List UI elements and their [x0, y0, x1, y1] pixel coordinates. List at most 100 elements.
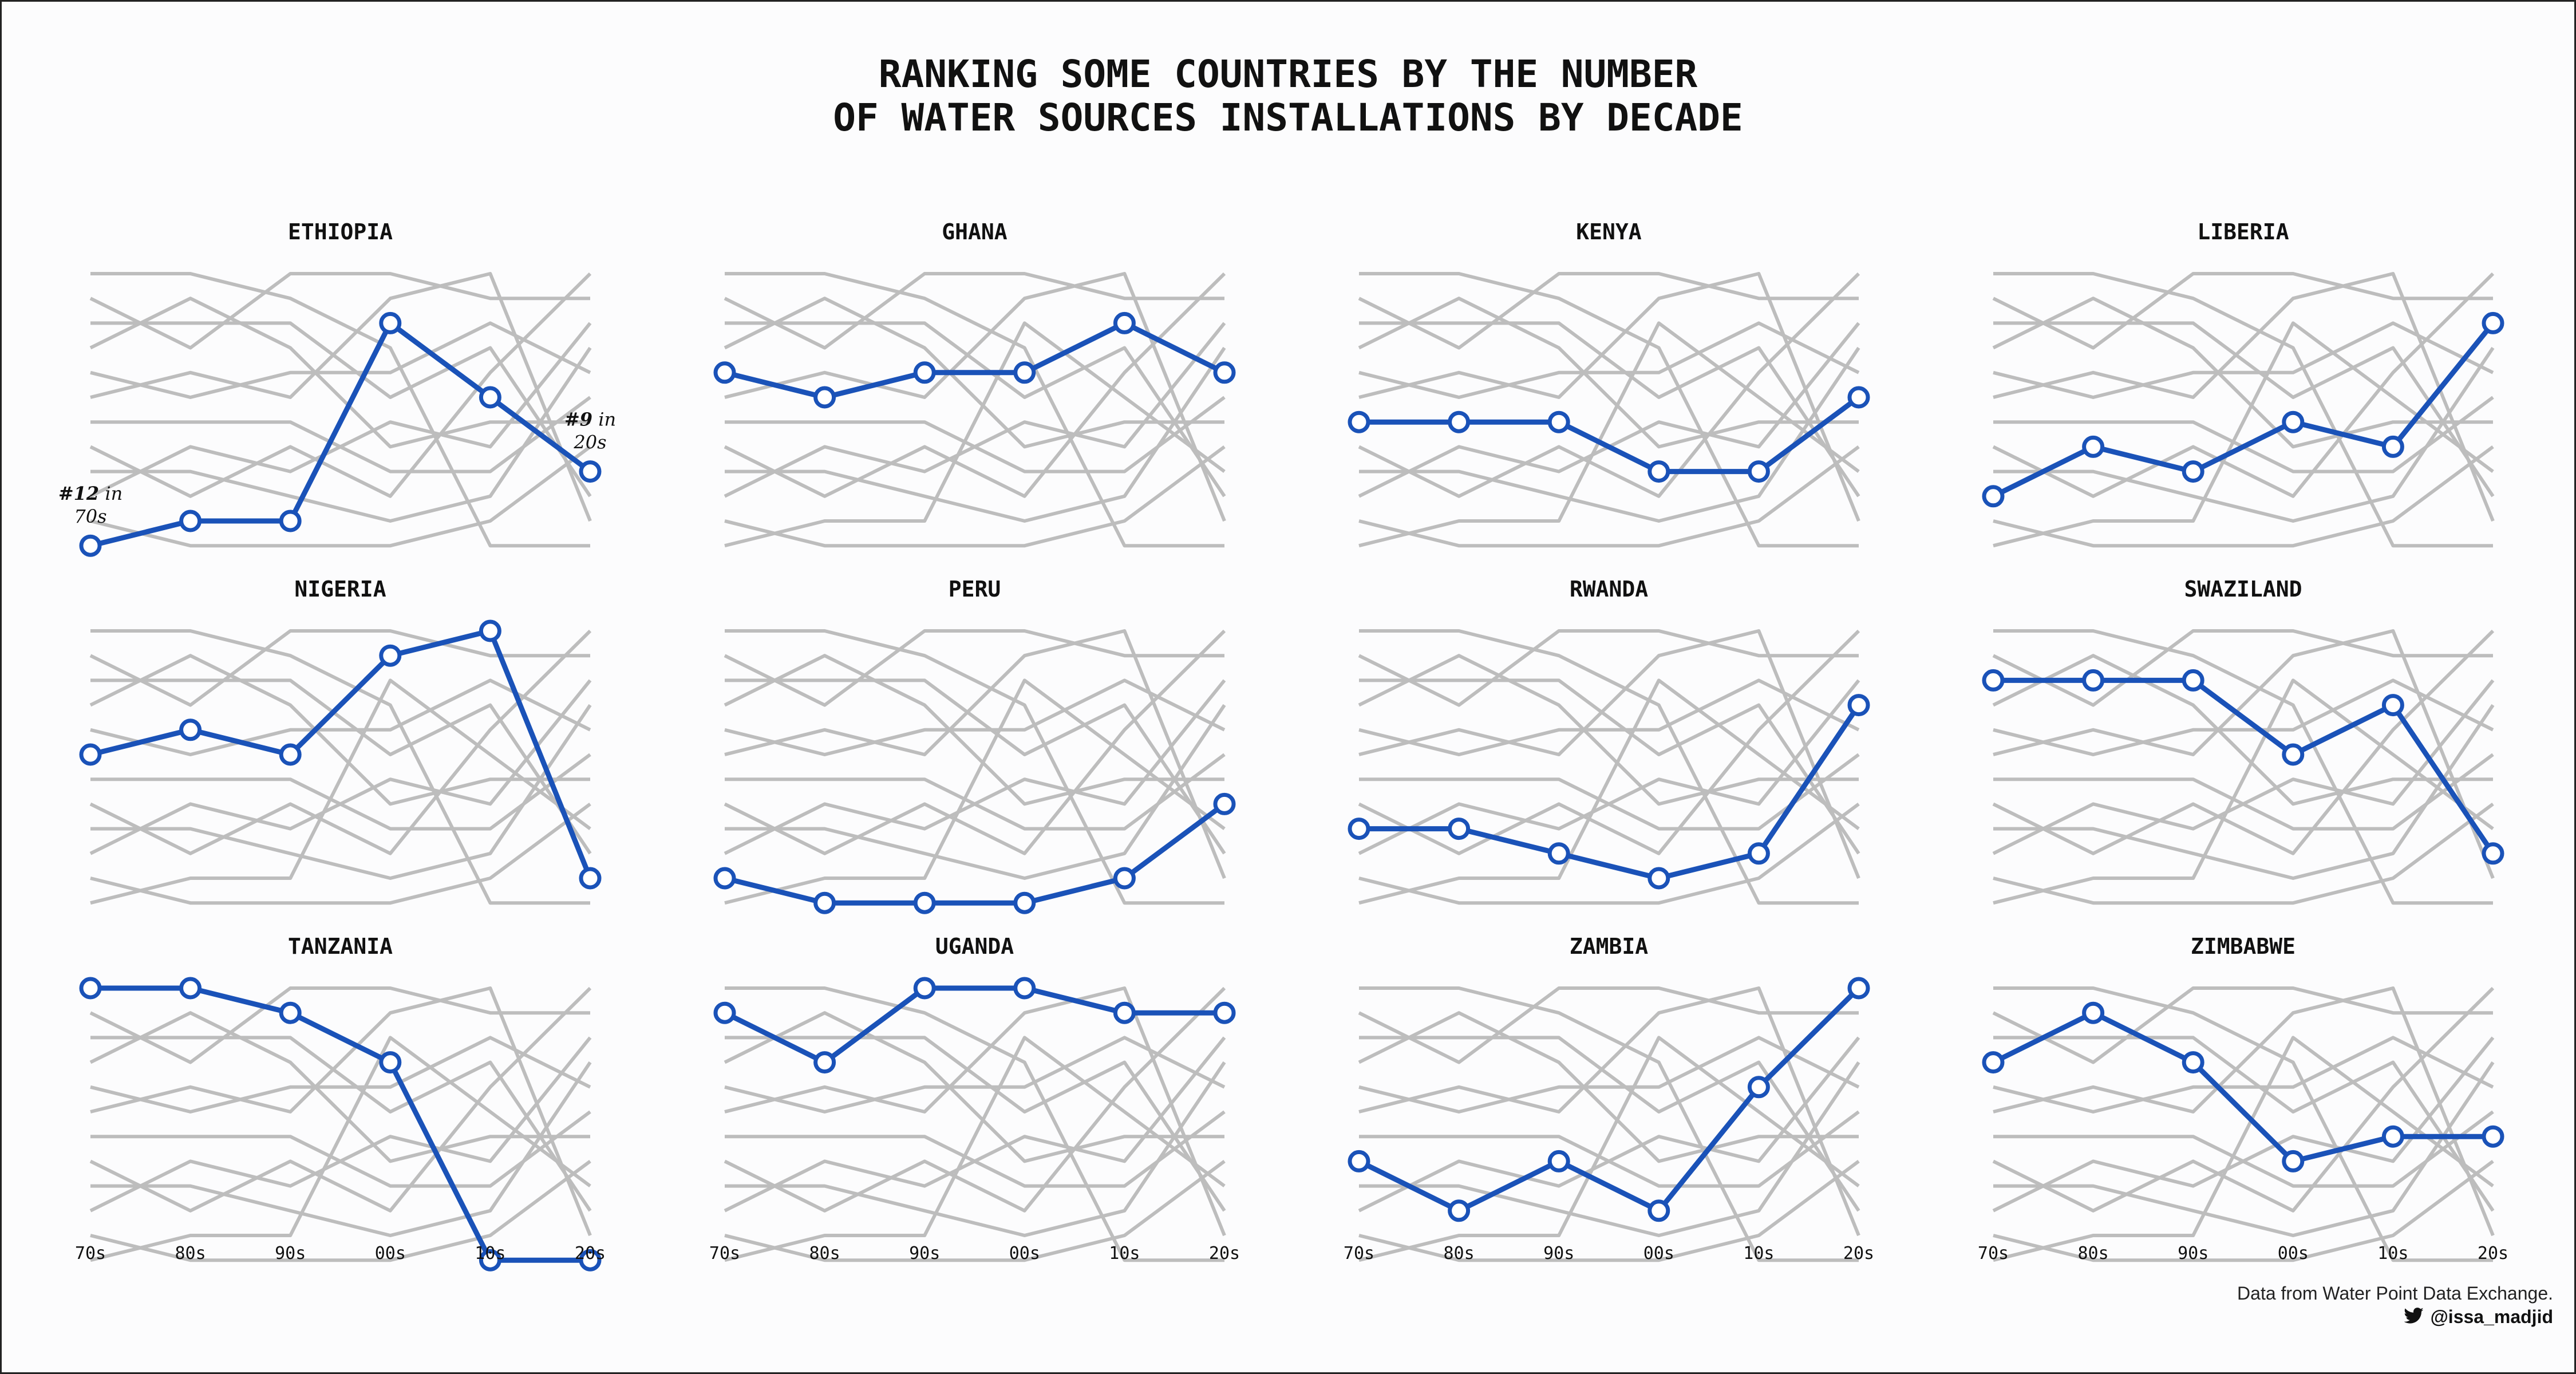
series-line-peru: [90, 802, 591, 905]
data-point: [1547, 1150, 1570, 1172]
data-point: [813, 1051, 836, 1074]
data-point: [2381, 435, 2404, 458]
series-line-peru: [724, 445, 1226, 548]
x-tick-label: 10s: [475, 1243, 505, 1264]
panel-title: UGANDA: [935, 934, 1014, 959]
data-point: [1213, 792, 1236, 815]
series-line-peru: [1993, 445, 2494, 548]
highlight-line-kenya: [1359, 395, 1860, 475]
highlight-line-rwanda: [1359, 704, 1861, 881]
data-point: [1113, 311, 1136, 334]
series-line-tanzania: [725, 986, 1224, 1262]
series-line-liberia: [724, 679, 1226, 855]
series-line-peru: [1358, 1159, 1860, 1262]
data-point: [913, 977, 936, 1000]
series-line-uganda: [1992, 986, 2493, 1064]
panel-title: RWANDA: [1570, 577, 1648, 602]
data-point: [2482, 1125, 2504, 1148]
series-line-zambia: [89, 986, 592, 1213]
data-point: [1013, 891, 1036, 914]
annotation-label: #9 in 20s: [564, 409, 616, 453]
series-line-zambia: [724, 272, 1226, 498]
series-line-uganda: [1358, 629, 1859, 707]
data-point: [1448, 1199, 1471, 1222]
data-point: [2082, 1001, 2105, 1024]
chart-title-line: OF WATER SOURCES INSTALLATIONS BY DECADE: [833, 96, 1743, 140]
data-point: [1647, 460, 1670, 483]
series-line-zambia: [89, 272, 592, 498]
x-tick-label: 00s: [1643, 1243, 1674, 1264]
highlight-line-ghana: [724, 320, 1226, 400]
panel-liberia: LIBERIA: [1982, 219, 2504, 548]
series-line-nigeria: [1358, 986, 1860, 1237]
data-point: [579, 460, 602, 483]
series-line-uganda: [89, 986, 590, 1064]
x-tick-label: 20s: [1209, 1243, 1240, 1264]
data-point: [1847, 694, 1870, 717]
x-tick-label: 90s: [1543, 1243, 1574, 1264]
panel-zambia: ZAMBIA: [1348, 934, 1870, 1262]
highlight-line-nigeria: [89, 628, 593, 879]
series-line-uganda: [1992, 629, 2493, 707]
data-point: [179, 718, 202, 741]
series-line-uganda: [1992, 272, 2493, 350]
chart-title: RANKING SOME COUNTRIES BY THE NUMBER OF W…: [833, 52, 1743, 140]
series-line-swaziland: [90, 678, 592, 855]
series-line-ethiopia: [1358, 321, 1860, 548]
series-line-zimbabwe: [1992, 654, 2493, 806]
series-line-tanzania: [1993, 272, 2493, 548]
x-tick-label: 20s: [1843, 1243, 1874, 1264]
data-point: [913, 891, 936, 914]
data-point: [913, 361, 936, 384]
panel-tanzania: TANZANIA: [79, 934, 602, 1272]
caption: Data from Water Point Data Exchange. @is…: [2237, 1283, 2553, 1327]
data-point: [2482, 842, 2504, 865]
series-line-nigeria: [1993, 986, 2495, 1237]
data-point: [379, 1051, 402, 1074]
series-line-ghana: [1358, 321, 1860, 399]
series-line-nigeria: [724, 986, 1226, 1237]
panel-swaziland: SWAZILAND: [1982, 577, 2504, 905]
author-handle: @issa_madjid: [2431, 1306, 2553, 1327]
series-line-zimbabwe: [724, 654, 1224, 806]
series-line-ethiopia: [724, 321, 1226, 548]
series-line-ghana: [1993, 1036, 2494, 1114]
data-point: [279, 1001, 302, 1024]
series-line-rwanda: [1359, 1061, 1860, 1237]
data-point: [279, 510, 302, 532]
x-tick-label: 20s: [575, 1243, 606, 1264]
data-point: [1348, 1150, 1370, 1172]
data-point: [2381, 1125, 2404, 1148]
series-line-nigeria: [724, 272, 1226, 522]
series-line-ethiopia: [1993, 321, 2494, 548]
data-point: [79, 534, 102, 557]
series-line-tanzania: [1359, 272, 1859, 548]
series-line-zambia: [1992, 272, 2495, 498]
series-line-uganda: [1358, 986, 1859, 1064]
highlight-line-swaziland: [1993, 677, 2495, 855]
data-point: [479, 619, 501, 642]
panel-title: GHANA: [942, 219, 1008, 244]
data-point: [179, 510, 202, 532]
panel-uganda: UGANDA: [713, 934, 1236, 1262]
panel-ethiopia: ETHIOPIA: [79, 219, 602, 557]
series-line-liberia: [89, 322, 592, 498]
series-line-nigeria: [1993, 272, 2495, 522]
series-line-nigeria: [90, 272, 592, 522]
x-tick-label: 90s: [909, 1243, 940, 1264]
series-line-rwanda: [90, 704, 592, 880]
x-tick-label: 70s: [1978, 1243, 2009, 1264]
series-line-zimbabwe: [1358, 297, 1859, 449]
series-line-zimbabwe: [89, 1011, 590, 1163]
series-line-peru: [1993, 802, 2494, 905]
data-point: [2282, 410, 2305, 433]
series-line-ghana: [724, 1036, 1226, 1114]
twitter-bird-icon: [2404, 1308, 2424, 1324]
annotation-rank: #12: [58, 483, 99, 504]
series-line-swaziland: [90, 1036, 592, 1212]
series-line-zambia: [1992, 629, 2495, 855]
series-line-ethiopia: [1358, 1036, 1860, 1262]
series-line-uganda: [89, 629, 590, 707]
data-point: [379, 644, 402, 667]
